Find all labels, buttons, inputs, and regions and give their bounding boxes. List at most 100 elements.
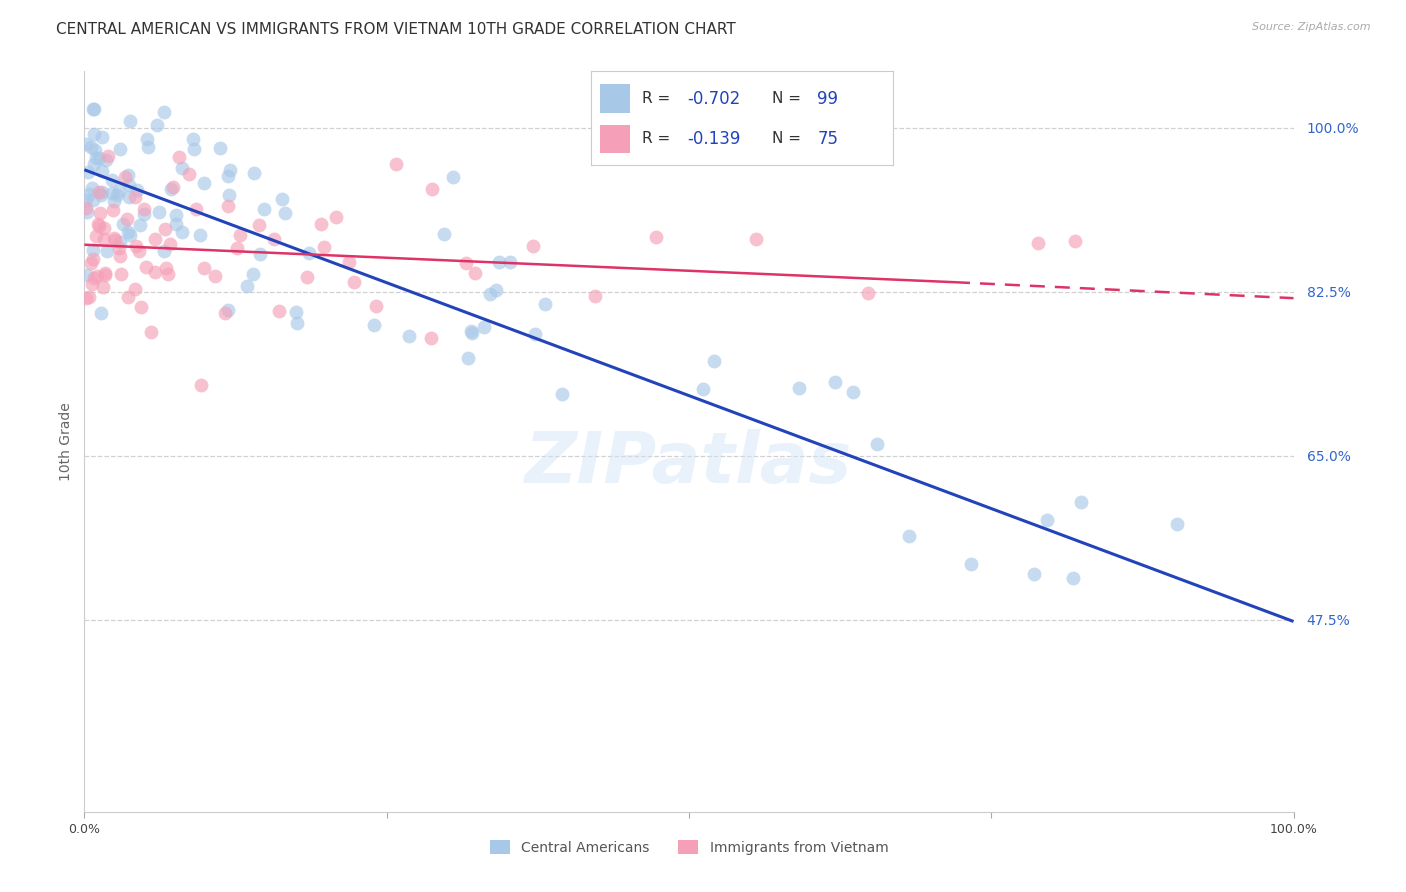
Point — [117, 225, 139, 239]
Point — [93, 221, 115, 235]
Point — [159, 182, 181, 196]
Point — [96, 153, 118, 168]
Point — [190, 378, 212, 392]
Point — [82, 194, 104, 208]
Point — [96, 244, 118, 259]
Point — [249, 247, 271, 261]
Point — [87, 217, 110, 231]
Point — [217, 302, 239, 317]
Point — [90, 164, 112, 178]
Point — [398, 328, 420, 343]
Point — [80, 256, 103, 270]
Point — [249, 219, 271, 233]
Point — [80, 180, 103, 194]
Point — [100, 186, 122, 201]
Point — [94, 268, 117, 283]
Point — [90, 186, 112, 200]
Point — [219, 163, 242, 178]
Point — [76, 165, 98, 179]
Point — [111, 217, 134, 231]
Point — [551, 387, 574, 401]
Point — [103, 231, 125, 245]
Point — [253, 202, 276, 216]
Point — [83, 127, 105, 141]
Point — [960, 557, 983, 571]
Point — [433, 227, 456, 241]
Point — [79, 186, 101, 201]
Text: N =: N = — [772, 131, 806, 146]
Point — [1022, 566, 1045, 581]
Point — [75, 201, 97, 215]
Point — [124, 190, 146, 204]
Point — [226, 241, 249, 255]
Point — [645, 229, 668, 244]
Point — [131, 300, 153, 314]
Point — [108, 185, 131, 199]
Point — [193, 261, 215, 276]
Point — [214, 306, 236, 320]
Point — [229, 227, 252, 242]
Point — [84, 151, 107, 165]
Point — [82, 243, 104, 257]
Point — [460, 326, 482, 340]
Point — [75, 137, 97, 152]
Point — [692, 382, 714, 396]
Point — [110, 267, 132, 281]
Point — [86, 268, 108, 283]
Point — [522, 238, 544, 252]
Point — [76, 204, 98, 219]
Point — [242, 267, 264, 281]
Point — [285, 316, 308, 330]
Point — [134, 202, 156, 216]
Point — [103, 194, 125, 209]
Point — [217, 169, 239, 183]
Point — [87, 151, 110, 165]
Point — [420, 331, 443, 345]
Point — [464, 266, 486, 280]
Point — [184, 202, 207, 217]
Point — [83, 102, 105, 116]
Point — [90, 306, 112, 320]
Point — [824, 375, 846, 389]
Point — [87, 185, 110, 199]
Point — [271, 192, 294, 206]
Point — [204, 269, 226, 284]
Point — [309, 217, 332, 231]
Point — [183, 142, 205, 156]
Point — [79, 140, 101, 154]
Point — [82, 277, 104, 291]
Point — [363, 318, 385, 333]
Point — [143, 231, 166, 245]
Point — [107, 188, 129, 202]
Point — [94, 266, 117, 280]
Point — [208, 141, 231, 155]
Point — [298, 246, 321, 260]
Point — [75, 193, 97, 207]
Point — [90, 188, 112, 202]
Point — [284, 305, 307, 319]
Point — [488, 255, 510, 269]
Text: -0.139: -0.139 — [688, 130, 741, 148]
Point — [456, 256, 478, 270]
Point — [82, 102, 104, 116]
Text: 99: 99 — [817, 89, 838, 108]
Point — [115, 212, 138, 227]
Point — [110, 141, 132, 155]
Point — [117, 290, 139, 304]
Point — [177, 167, 200, 181]
Point — [217, 199, 239, 213]
Point — [385, 157, 408, 171]
Point — [534, 297, 557, 311]
Point — [172, 225, 194, 239]
Point — [153, 221, 176, 235]
Point — [842, 384, 865, 399]
Point — [499, 255, 522, 269]
Point — [153, 104, 176, 119]
Point — [165, 208, 187, 222]
Point — [856, 285, 879, 300]
Point — [156, 267, 179, 281]
Point — [124, 239, 146, 253]
Text: R =: R = — [643, 131, 675, 146]
Point — [117, 168, 139, 182]
Point — [181, 131, 204, 145]
